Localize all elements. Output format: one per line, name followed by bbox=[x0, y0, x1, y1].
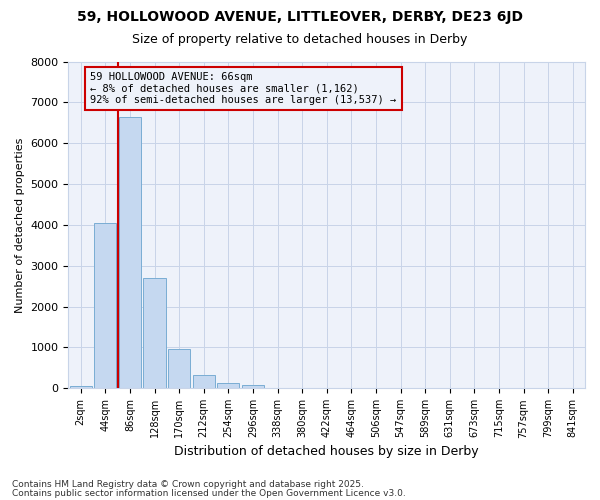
Text: Contains HM Land Registry data © Crown copyright and database right 2025.: Contains HM Land Registry data © Crown c… bbox=[12, 480, 364, 489]
Text: Contains public sector information licensed under the Open Government Licence v3: Contains public sector information licen… bbox=[12, 489, 406, 498]
Bar bbox=[119, 116, 141, 388]
Bar bbox=[217, 384, 239, 388]
Bar bbox=[168, 348, 190, 389]
Bar bbox=[193, 376, 215, 388]
Text: 59, HOLLOWOOD AVENUE, LITTLEOVER, DERBY, DE23 6JD: 59, HOLLOWOOD AVENUE, LITTLEOVER, DERBY,… bbox=[77, 10, 523, 24]
Text: 59 HOLLOWOOD AVENUE: 66sqm
← 8% of detached houses are smaller (1,162)
92% of se: 59 HOLLOWOOD AVENUE: 66sqm ← 8% of detac… bbox=[90, 72, 397, 105]
Bar bbox=[242, 385, 264, 388]
Y-axis label: Number of detached properties: Number of detached properties bbox=[15, 137, 25, 312]
Bar bbox=[70, 386, 92, 388]
Bar bbox=[143, 278, 166, 388]
Bar bbox=[94, 223, 116, 388]
Text: Size of property relative to detached houses in Derby: Size of property relative to detached ho… bbox=[133, 32, 467, 46]
X-axis label: Distribution of detached houses by size in Derby: Distribution of detached houses by size … bbox=[175, 444, 479, 458]
